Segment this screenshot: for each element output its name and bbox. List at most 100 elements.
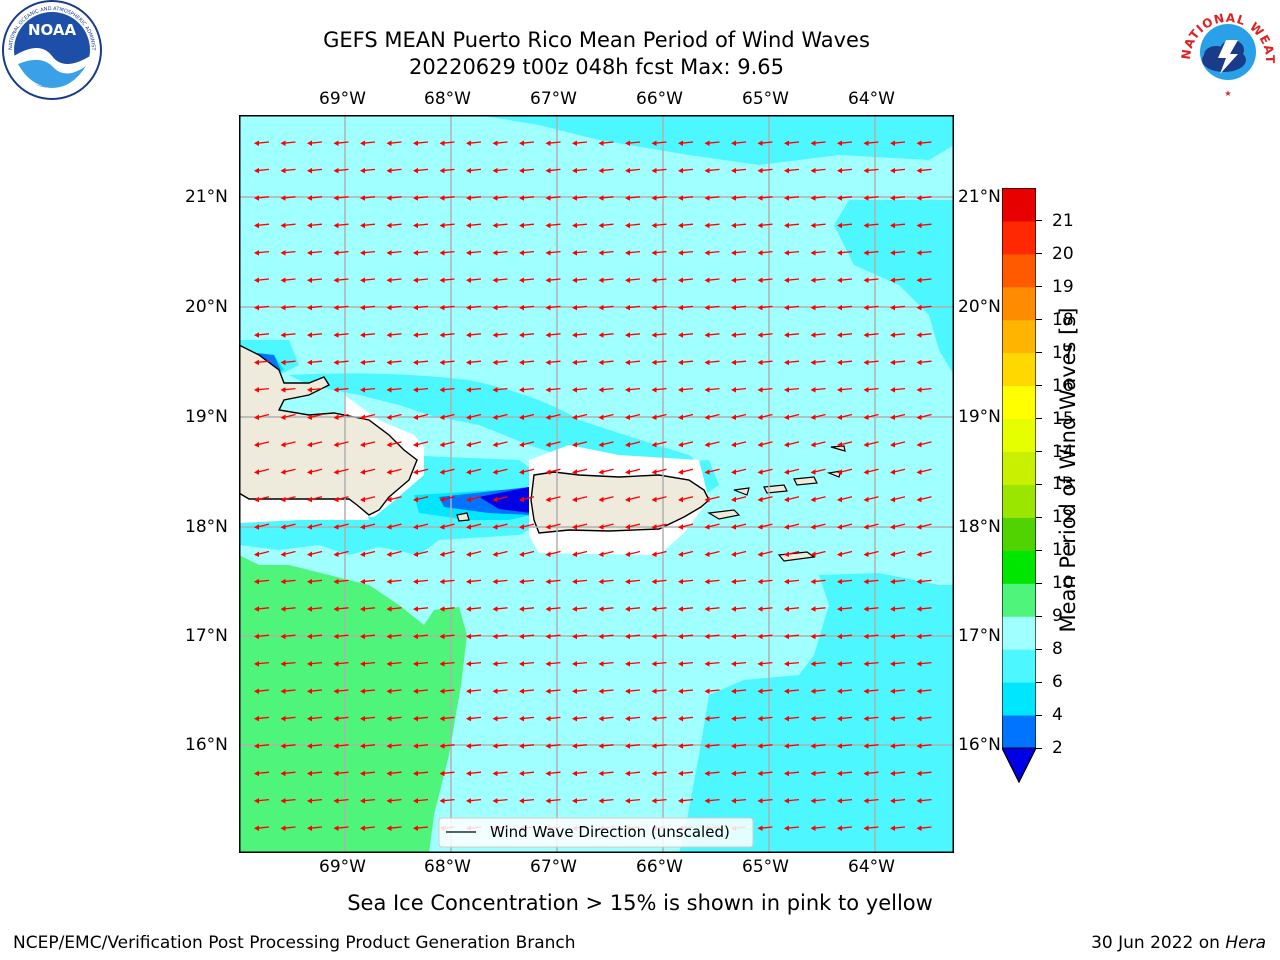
wind-arrow	[916, 523, 932, 530]
wind-arrow	[810, 413, 826, 420]
wind-arrow	[466, 277, 482, 283]
wind-arrow	[439, 332, 455, 338]
wind-arrow	[519, 195, 535, 201]
wind-arrow	[810, 770, 826, 777]
lon-label-top: 64°W	[848, 89, 895, 109]
colorbar-tick	[1036, 681, 1042, 683]
wind-arrow	[360, 578, 376, 585]
wind-arrow	[439, 140, 455, 146]
wind-arrow	[704, 661, 720, 667]
wind-arrow	[307, 332, 323, 338]
wind-arrow	[333, 222, 349, 229]
wind-arrow	[757, 606, 773, 612]
wind-arrow	[757, 523, 773, 530]
wind-arrow	[890, 770, 906, 777]
wind-arrow	[598, 195, 614, 201]
wind-arrow	[360, 195, 376, 201]
wind-arrow	[625, 688, 641, 694]
wind-arrow	[492, 222, 508, 229]
wind-arrow	[757, 167, 773, 174]
wind-arrow	[572, 523, 588, 530]
lon-label-bottom: 65°W	[742, 857, 789, 877]
wind-arrow	[651, 770, 667, 777]
wind-arrow	[678, 167, 694, 174]
wind-arrow	[545, 550, 561, 557]
wind-arrow	[625, 523, 641, 530]
wind-arrow	[757, 496, 773, 503]
wind-arrow	[731, 743, 747, 749]
wind-arrow	[545, 167, 561, 174]
wind-arrow	[492, 140, 508, 146]
wind-arrow	[254, 743, 270, 749]
wind-arrow	[784, 633, 800, 640]
wind-arrow	[704, 222, 720, 229]
wind-arrow	[810, 250, 826, 256]
lon-label-top: 66°W	[636, 89, 683, 109]
wind-arrow	[651, 743, 667, 749]
wind-arrow	[386, 798, 402, 804]
wind-arrow	[810, 633, 826, 640]
wind-arrow	[545, 222, 561, 229]
wind-arrow	[678, 304, 694, 311]
colorbar-tick	[1036, 451, 1042, 453]
wind-arrow	[333, 332, 349, 338]
wind-arrow	[280, 523, 296, 530]
wind-arrow	[837, 359, 853, 366]
wind-arrow	[545, 496, 561, 503]
wind-arrow	[413, 715, 429, 722]
wind-arrow	[545, 195, 561, 201]
wind-arrow	[439, 304, 455, 311]
wind-arrow	[280, 550, 296, 557]
wind-arrow	[625, 304, 641, 311]
wind-arrow	[360, 715, 376, 722]
colorbar-tick-label: 18	[1052, 309, 1074, 330]
wind-arrow	[837, 413, 853, 420]
wind-arrow	[837, 277, 853, 283]
wind-arrow	[413, 332, 429, 338]
wind-arrow	[784, 277, 800, 283]
lon-label-bottom: 66°W	[636, 857, 683, 877]
wind-arrow	[519, 277, 535, 283]
colorbar-swatch	[1002, 715, 1036, 749]
wind-arrow	[598, 770, 614, 777]
wind-arrow	[519, 715, 535, 722]
wind-arrow	[678, 222, 694, 229]
wind-arrow	[625, 140, 641, 146]
colorbar-tick	[1036, 253, 1042, 255]
wind-arrow	[333, 688, 349, 694]
wind-arrow	[466, 468, 482, 475]
wind-arrow	[863, 468, 879, 475]
wind-arrow	[492, 715, 508, 722]
wind-arrow	[863, 633, 879, 640]
colorbar-frame	[1001, 187, 1037, 784]
wind-arrow	[731, 359, 747, 366]
wind-arrow	[704, 770, 720, 777]
wind-arrow	[545, 140, 561, 146]
wind-arrow	[678, 606, 694, 612]
wind-arrow	[863, 578, 879, 585]
wind-arrow	[704, 468, 720, 475]
wind-arrow	[651, 413, 667, 420]
wind-arrow	[386, 523, 402, 530]
wind-arrow	[863, 661, 879, 667]
wind-arrow	[651, 167, 667, 174]
colorbar-tick	[1036, 582, 1042, 584]
colorbar-tick-label: 15	[1052, 408, 1074, 429]
lat-label-right: 18°N	[958, 517, 1001, 537]
colorbar-swatch	[1002, 583, 1036, 617]
wind-arrow	[439, 661, 455, 667]
wind-arrow	[466, 715, 482, 722]
wind-arrow	[678, 359, 694, 366]
wind-arrow	[360, 332, 376, 338]
wind-arrow	[439, 633, 455, 640]
wind-arrow	[598, 633, 614, 640]
colorbar-swatch	[1002, 484, 1036, 518]
wind-arrow	[625, 550, 641, 557]
wind-arrow	[466, 387, 482, 393]
wind-arrow	[519, 250, 535, 256]
wind-arrow	[731, 550, 747, 557]
wind-arrow	[413, 359, 429, 366]
wind-arrow	[492, 743, 508, 749]
wind-arrow	[413, 770, 429, 777]
lat-label-left: 17°N	[185, 626, 228, 646]
